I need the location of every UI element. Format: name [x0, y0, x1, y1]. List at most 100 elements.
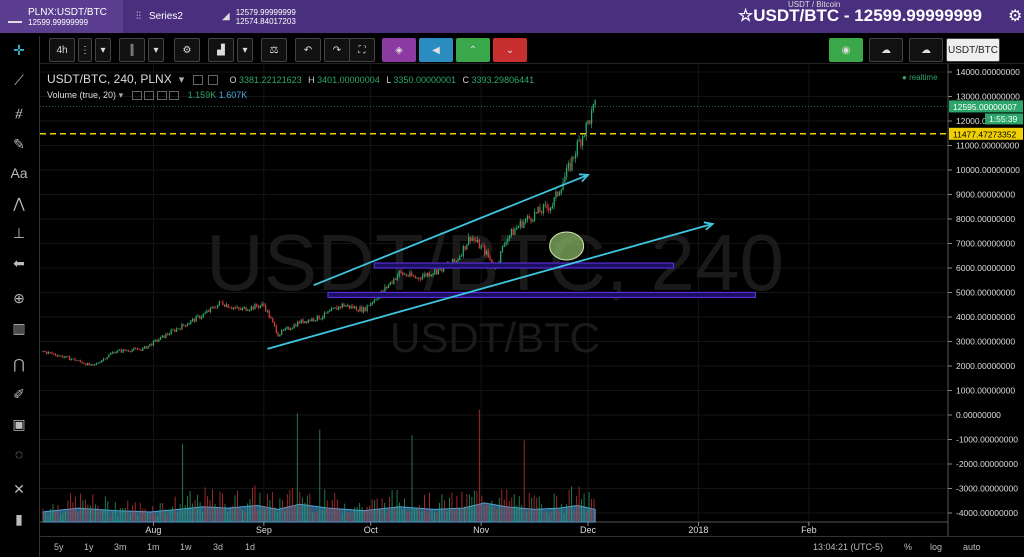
chevron-down-icon[interactable]: ▾ [118, 90, 124, 100]
gear-icon[interactable]: ⚙ [1008, 8, 1023, 25]
eye-icon[interactable] [131, 91, 142, 101]
fib-icon[interactable]: ⧣ [15, 104, 23, 120]
price-tick-label: 1000.00000000 [956, 386, 1015, 396]
legend-symbol[interactable]: USDT/BTC, 240, PLNX [47, 72, 172, 86]
chevron-down-circle-icon[interactable]: ⌄ [493, 38, 527, 62]
price-tick-label: 2000.00000000 [956, 361, 1015, 371]
percent-toggle[interactable]: % [904, 542, 913, 552]
volume-value-1: 1.159K [187, 90, 217, 100]
last-price-tag: 12595.00000007 [953, 102, 1017, 112]
price-tick-label: 4000.00000000 [956, 312, 1015, 322]
price-tags: 12595.00000007 1:55:39 11477.47273352 [949, 100, 1023, 140]
log-toggle[interactable]: log [930, 542, 943, 552]
price-tick-label: 6000.00000000 [956, 263, 1015, 273]
drawings-layer [40, 106, 948, 350]
tab-sub: 12599.99999999 [28, 17, 89, 27]
time-axis: Aug Sep Oct Nov Dec 2018 Feb [145, 522, 817, 535]
price-tick-label: -2000.00000000 [956, 459, 1018, 469]
more-icon[interactable]: ⋮ [78, 38, 92, 62]
megaphone-icon[interactable]: ◀ [419, 38, 453, 62]
arrow-left-icon[interactable]: ⬅ [13, 255, 25, 271]
magnet-icon[interactable]: ⋂ [13, 356, 25, 372]
header-subtitle: USDT / Bitcoin [788, 0, 841, 9]
tab-series2[interactable]: ⫶⫶ Series2 [136, 0, 231, 33]
chevron-down-icon[interactable]: ▾ [237, 38, 253, 62]
price-tick-label: -1000.00000000 [956, 435, 1018, 445]
range-1y[interactable]: 1y [84, 542, 94, 552]
price-tick-label: 5000.00000000 [956, 288, 1015, 298]
settings-icon[interactable]: ⚙ [174, 38, 200, 62]
drawing-toolbar: ✛ ⟋ ⧣ ✎ Aa ⋀ ⊥ ⬅ ⊕ ▥ ⋂ ✐ ▣ ◌ ✕ ▮ [0, 36, 40, 557]
price-tick-label: -4000.00000000 [956, 508, 1018, 518]
price-tick-label: 0.00000000 [956, 410, 1001, 420]
header-title-text: USDT/BTC - 12599.99999999 [753, 6, 982, 25]
trend-arrow-line [313, 174, 589, 286]
price-tick-label: 13000.00000000 [956, 92, 1020, 102]
chevron-down-icon[interactable]: ▾ [178, 74, 185, 86]
chevron-down-icon[interactable]: ▾ [148, 38, 164, 62]
clock[interactable]: 13:04:21 (UTC-5) [813, 542, 884, 552]
text-icon[interactable]: Aa [10, 165, 28, 181]
remove-tools-icon[interactable]: ✕ [13, 481, 25, 497]
measure-icon[interactable]: ⊥ [12, 225, 26, 241]
settings-icon[interactable] [208, 75, 219, 86]
o-value: 3381.22121623 [239, 75, 302, 85]
symbol-box[interactable]: USDT/BTC [946, 38, 1000, 62]
price-tick-label: 9000.00000000 [956, 190, 1015, 200]
range-1w[interactable]: 1w [180, 542, 192, 552]
close-icon[interactable] [156, 91, 167, 101]
tab-sub: 12574.84017203 [235, 16, 296, 26]
interval-button[interactable]: 4h [49, 38, 75, 62]
eye-icon[interactable] [193, 75, 204, 86]
crosshair-icon[interactable]: ✛ [13, 42, 25, 58]
trendline-icon[interactable]: ⟋ [14, 72, 24, 88]
settings-icon[interactable] [144, 91, 155, 101]
time-tick-label: Aug [145, 525, 161, 535]
tab-plnx-usdt-btc[interactable]: PLNX:USDT/BTC 12599.99999999 [0, 0, 123, 33]
volume-label[interactable]: Volume (true, 20) [47, 90, 117, 100]
trend-arrow-line [267, 223, 713, 350]
brush-icon[interactable]: ✎ [13, 136, 25, 152]
compare-icon[interactable]: ⚖ [261, 38, 287, 62]
undo-icon[interactable]: ↶ [295, 38, 321, 62]
range-3m[interactable]: 3m [114, 542, 127, 552]
countdown-tag: 1:55:39 [989, 114, 1018, 124]
tab-label: Series2 [149, 11, 183, 22]
fullscreen-icon[interactable]: ⛶ [349, 38, 375, 62]
lock-icon[interactable]: ▣ [12, 416, 26, 432]
pattern-icon[interactable]: ⋀ [13, 195, 25, 211]
zoom-icon[interactable]: ⊕ [13, 290, 25, 306]
chevron-up-icon[interactable]: ⌃ [456, 38, 490, 62]
cloud-download-icon[interactable]: ☁ [869, 38, 903, 62]
redo-icon[interactable]: ↷ [324, 38, 350, 62]
hline-price-tag-bg [949, 127, 1023, 140]
auto-toggle[interactable]: auto [963, 542, 981, 552]
time-tick-label: Sep [256, 525, 272, 535]
eye-off-icon[interactable]: ◌ [14, 446, 24, 462]
range-1m[interactable]: 1m [147, 542, 160, 552]
price-axis: 14000.0000000013000.0000000012000.000000… [948, 67, 1020, 518]
highlight-ellipse [549, 231, 585, 261]
l-value: 3350.00000001 [393, 75, 456, 85]
chevron-down-icon[interactable]: ▾ [95, 38, 111, 62]
top-bar: PLNX:USDT/BTC 12599.99999999 ⫶⫶ Series2 ◢… [0, 0, 1024, 33]
range-1d[interactable]: 1d [245, 542, 256, 552]
camera-icon[interactable]: ◉ [829, 38, 863, 62]
pencil-icon[interactable]: ✐ [13, 386, 25, 402]
range-3d[interactable]: 3d [213, 542, 224, 552]
cube-icon[interactable]: ◈ [382, 38, 416, 62]
candles-icon[interactable]: ║ [119, 38, 145, 62]
ruler-icon[interactable]: ▥ [12, 320, 26, 336]
tab-area[interactable]: ◢ 12579.99999999 12574.84017203 [222, 0, 332, 33]
indicators-icon[interactable]: ▟ [208, 38, 234, 62]
range-5y[interactable]: 5y [54, 542, 64, 552]
price-tick-label: 10000.00000000 [956, 165, 1020, 175]
trash-icon[interactable]: ▮ [15, 511, 23, 527]
time-tick-label: Feb [801, 525, 817, 535]
cloud-upload-icon[interactable]: ☁ [909, 38, 943, 62]
time-tick-label: Dec [580, 525, 597, 535]
star-icon[interactable]: ☆ [738, 6, 754, 25]
volume-legend: Volume (true, 20) ▾ 1.159K 1.607K [47, 90, 247, 101]
more-icon[interactable] [169, 91, 180, 101]
